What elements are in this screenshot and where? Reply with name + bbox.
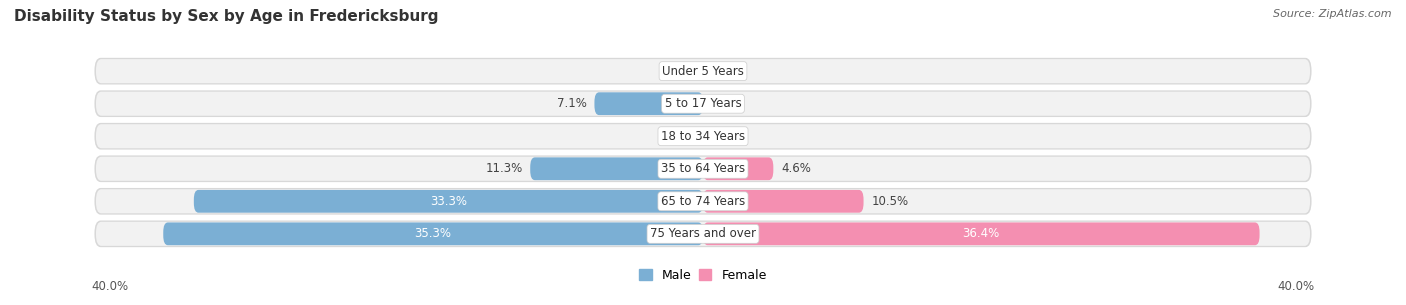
FancyBboxPatch shape <box>94 188 1312 215</box>
FancyBboxPatch shape <box>703 190 863 213</box>
Legend: Male, Female: Male, Female <box>634 264 772 287</box>
FancyBboxPatch shape <box>703 157 773 180</box>
FancyBboxPatch shape <box>530 157 703 180</box>
FancyBboxPatch shape <box>163 222 703 245</box>
FancyBboxPatch shape <box>94 123 1312 149</box>
Text: 35 to 64 Years: 35 to 64 Years <box>661 162 745 175</box>
Text: 40.0%: 40.0% <box>1278 280 1315 293</box>
FancyBboxPatch shape <box>96 92 1310 116</box>
FancyBboxPatch shape <box>194 190 703 213</box>
FancyBboxPatch shape <box>94 90 1312 117</box>
FancyBboxPatch shape <box>96 59 1310 83</box>
Text: 10.5%: 10.5% <box>872 195 908 208</box>
Text: 4.6%: 4.6% <box>780 162 811 175</box>
Text: 35.3%: 35.3% <box>415 227 451 240</box>
Text: Disability Status by Sex by Age in Fredericksburg: Disability Status by Sex by Age in Frede… <box>14 9 439 24</box>
Text: 7.1%: 7.1% <box>557 97 586 110</box>
Text: 11.3%: 11.3% <box>485 162 523 175</box>
FancyBboxPatch shape <box>94 58 1312 84</box>
FancyBboxPatch shape <box>96 124 1310 148</box>
Text: 36.4%: 36.4% <box>963 227 1000 240</box>
Text: 75 Years and over: 75 Years and over <box>650 227 756 240</box>
Text: 40.0%: 40.0% <box>91 280 128 293</box>
Text: 0.0%: 0.0% <box>716 65 745 78</box>
Text: 18 to 34 Years: 18 to 34 Years <box>661 130 745 143</box>
Text: 0.0%: 0.0% <box>716 97 745 110</box>
Text: 0.0%: 0.0% <box>661 65 690 78</box>
Text: Under 5 Years: Under 5 Years <box>662 65 744 78</box>
FancyBboxPatch shape <box>94 156 1312 182</box>
Text: 0.0%: 0.0% <box>716 130 745 143</box>
Text: 0.0%: 0.0% <box>661 130 690 143</box>
FancyBboxPatch shape <box>703 222 1260 245</box>
Text: Source: ZipAtlas.com: Source: ZipAtlas.com <box>1274 9 1392 19</box>
FancyBboxPatch shape <box>96 222 1310 246</box>
Text: 65 to 74 Years: 65 to 74 Years <box>661 195 745 208</box>
FancyBboxPatch shape <box>595 92 703 115</box>
Text: 5 to 17 Years: 5 to 17 Years <box>665 97 741 110</box>
FancyBboxPatch shape <box>96 189 1310 213</box>
FancyBboxPatch shape <box>94 221 1312 247</box>
Text: 33.3%: 33.3% <box>430 195 467 208</box>
FancyBboxPatch shape <box>96 157 1310 181</box>
